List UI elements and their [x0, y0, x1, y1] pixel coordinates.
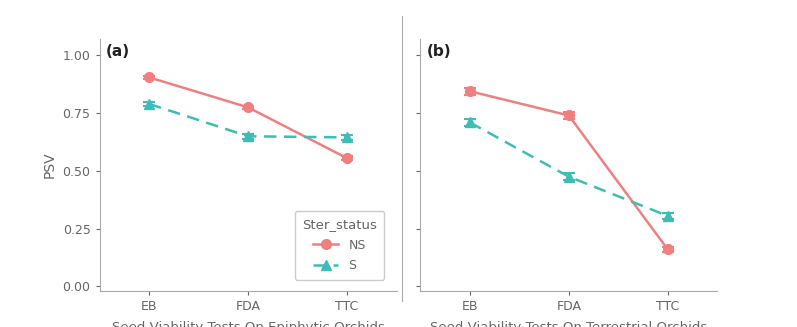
Text: (a): (a)	[105, 44, 130, 59]
Y-axis label: PSV: PSV	[43, 152, 57, 179]
X-axis label: Seed Viability Tests On Epiphytic Orchids: Seed Viability Tests On Epiphytic Orchid…	[112, 321, 384, 327]
Text: (b): (b)	[426, 44, 451, 59]
Legend: NS, S: NS, S	[295, 211, 384, 280]
X-axis label: Seed Viability Tests On Terrestrial Orchids: Seed Viability Tests On Terrestrial Orch…	[430, 321, 708, 327]
